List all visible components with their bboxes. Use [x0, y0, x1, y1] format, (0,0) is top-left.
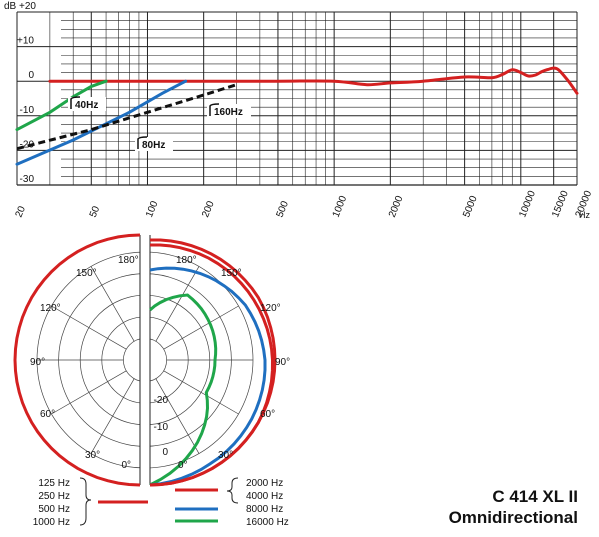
cutoff-label: 160Hz	[214, 107, 243, 118]
polar-angle-label: 30°	[85, 450, 100, 461]
frequency-legend: 125 Hz 250 Hz 500 Hz 1000 Hz 2000 Hz 4000 Hz 8…	[33, 477, 289, 528]
y-tick-label: -30	[20, 174, 35, 185]
model-title-block: C 414 XL II Omnidirectional	[400, 486, 578, 528]
y-tick-label: dB +20	[4, 1, 36, 12]
polar-angle-label: 60°	[40, 409, 55, 420]
callout-bg	[135, 137, 173, 151]
polar-angle-label: 30°	[218, 450, 233, 461]
polar-radius-labels: 0 -10 -20	[154, 395, 169, 458]
x-tick-label: 50	[88, 204, 103, 219]
polar-angle-label: 0°	[178, 460, 188, 471]
legend-label-high: 4000 Hz	[246, 491, 283, 502]
polar-curve-2000hz	[149, 238, 277, 487]
polar-curve-8000hz	[149, 266, 267, 487]
legend-label-high: 2000 Hz	[246, 478, 283, 489]
polar-pattern-chart: 0° 0° 30° 30° 60° 60° 90° 90° 120° 120° 150° 150° 18…	[13, 229, 290, 491]
legend-brace-left	[79, 477, 92, 526]
x-axis-labels: 20 50 100 200 500 1000 2000 5000 10000 15000 20000	[14, 189, 595, 219]
callout-bg	[68, 97, 106, 111]
callout-bg	[207, 104, 251, 118]
polar-spoke	[90, 266, 135, 342]
polar-curve-4000hz	[149, 243, 275, 487]
cut-80hz-line	[15, 79, 188, 166]
cut-160hz-line	[16, 83, 237, 151]
legend-brace-right	[226, 477, 239, 504]
x-tick-label: 100	[144, 199, 161, 219]
polar-spoke	[155, 266, 200, 342]
polar-angle-label: 60°	[260, 409, 275, 420]
polar-curve-low-freq	[13, 233, 141, 487]
cut-40hz-line	[15, 79, 108, 132]
polar-angle-label: 180°	[118, 255, 139, 266]
legend-label-low: 125 Hz	[38, 478, 70, 489]
y-axis-labels: dB +20 +10 0 -10 -20 -30	[4, 1, 36, 185]
polar-angle-label: 150°	[76, 268, 97, 279]
legend-label-low: 1000 Hz	[33, 517, 70, 528]
x-tick-label: 200	[200, 199, 217, 219]
x-tick-label: 500	[275, 199, 292, 219]
x-tick-label: 5000	[461, 194, 480, 219]
legend-label-high: 8000 Hz	[246, 504, 283, 515]
polar-curves	[13, 233, 277, 487]
polar-angle-label: 150°	[221, 268, 242, 279]
x-tick-label: 10000	[517, 189, 538, 219]
y-tick-label: 0	[28, 70, 34, 81]
frequency-series	[15, 66, 579, 166]
frequency-response-chart: dB +20 +10 0 -10 -20 -30 20 50 100 200 500 1000 200…	[4, 1, 594, 220]
polar-grid	[36, 229, 254, 491]
polar-angle-label: 90°	[275, 357, 290, 368]
polar-radius-label: 0	[162, 447, 168, 458]
polar-spoke	[51, 370, 127, 415]
model-name: C 414 XL II	[492, 487, 578, 506]
polar-angle-label: 120°	[40, 303, 61, 314]
rolloff-glyph	[70, 96, 81, 109]
x-tick-label: 1000	[331, 194, 350, 219]
polar-curve-16000hz	[149, 293, 218, 487]
polar-angle-label: 90°	[30, 357, 45, 368]
polar-radius-label: -10	[154, 422, 169, 433]
x-tick-label: 2000	[387, 194, 406, 219]
rolloff-glyph	[209, 103, 220, 116]
polar-angle-labels: 0° 0° 30° 30° 60° 60° 90° 90° 120° 120° 150° 150° 18…	[30, 255, 290, 471]
y-tick-label: +10	[17, 36, 34, 47]
cutoff-label: 80Hz	[142, 140, 165, 151]
x-axis-unit-label: Hz	[579, 210, 590, 220]
legend-label-low: 500 Hz	[38, 504, 70, 515]
center-gap	[140, 229, 150, 491]
y-tick-label: -20	[20, 139, 35, 150]
polar-angle-label: 0°	[121, 460, 131, 471]
cutoff-callouts: 40Hz 80Hz 160Hz	[68, 96, 251, 151]
polar-angle-label: 180°	[176, 255, 197, 266]
polar-spoke	[155, 378, 200, 454]
x-tick-label: 20	[14, 204, 29, 219]
legend-label-low: 250 Hz	[38, 491, 70, 502]
y-tick-label: -10	[20, 105, 35, 116]
rolloff-glyph	[137, 136, 148, 149]
x-tick-label: 15000	[550, 189, 571, 219]
cutoff-label: 40Hz	[75, 100, 98, 111]
polar-spoke	[163, 305, 239, 350]
polar-pattern-name: Omnidirectional	[448, 508, 578, 527]
legend-label-high: 16000 Hz	[246, 517, 289, 528]
flat-response-line	[48, 66, 579, 95]
polar-spoke	[163, 370, 239, 415]
polar-radius-label: -20	[154, 395, 169, 406]
polar-spoke	[51, 305, 127, 350]
polar-spoke	[90, 378, 135, 454]
polar-angle-label: 120°	[260, 303, 281, 314]
